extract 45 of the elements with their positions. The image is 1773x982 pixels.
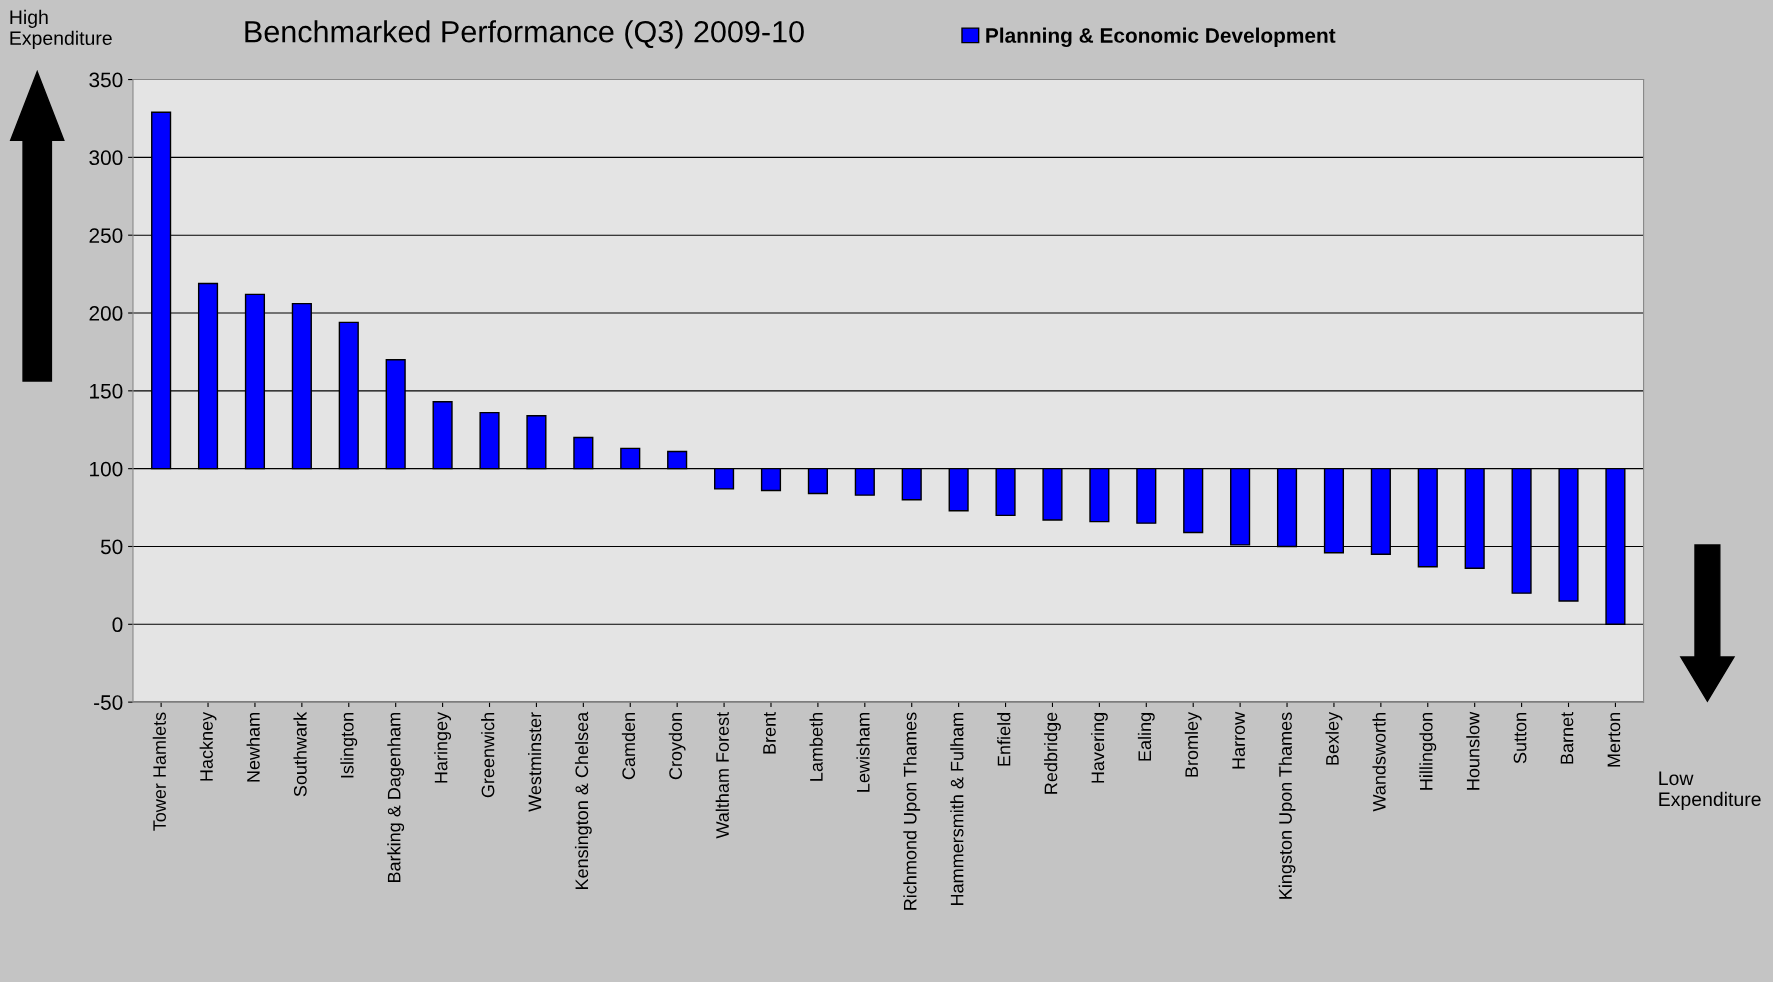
x-tick-label: Barking & Dagenham [387,713,405,882]
legend-label: Planning & Economic Development [986,27,1336,48]
x-tick-label: Croydon [668,713,686,780]
x-tick-label: Kingston Upon Thames [1278,712,1296,899]
x-tick-label: Greenwich [481,713,495,798]
chart-title: Benchmarked Performance (Q3) 2009-10 [245,20,804,49]
x-tick-label: Camden [621,713,636,780]
y-tick-label: 100 [90,461,123,477]
x-tick-label: Wandsworth [1372,713,1386,812]
x-tick-label: Lewisham [856,713,870,792]
x-tick-label: Westminster [528,712,542,812]
y-tick-label: 250 [89,228,123,243]
x-tick-label: Enfield [997,713,1011,766]
x-tick-label: Bexley [1325,711,1343,765]
x-tick-label: Barnet [1560,711,1574,764]
text: High Expenditure [10,9,112,49]
y-tick-label: 350 [89,72,123,88]
x-tick-label: Bromley [1184,711,1202,777]
x-tick-label: Hammersmith & Fulham [950,713,964,905]
x-tick-label: Islington [340,713,358,778]
text: Low Expenditure [1659,771,1761,810]
x-tick-label: Newham [246,713,260,782]
x-tick-label: Havering [1090,713,1108,783]
x-tick-label: Lambeth [809,713,823,781]
x-tick-label: Merton [1607,713,1621,767]
x-tick-label: Sutton [1513,713,1527,764]
y-tick-label: -50 [94,695,123,710]
y-tick-label: 200 [89,306,123,321]
y-tick-label: 300 [89,150,123,166]
x-tick-label: Richmond Upon Thames [903,712,921,910]
x-tick-label: Haringey [434,711,452,783]
x-tick-label: Hillingdon [1419,713,1437,790]
x-tick-label: Redbridge [1044,712,1061,794]
y-tick-label: 150 [90,383,123,399]
x-tick-label: Tower Hamlets [152,712,166,831]
x-tick-label: Southwark [293,711,307,797]
x-tick-label: Hounslow [1466,711,1480,790]
x-tick-label: Harrow [1232,711,1245,769]
y-tick-label: 0 [112,617,123,633]
x-tick-label: Waltham Forest [715,711,729,839]
x-tick-label: Hackney [199,711,217,781]
x-tick-label: Kensington & Chelsea [574,711,592,890]
x-tick-label: Ealing [1137,713,1155,761]
x-tick-label: Brent [763,711,776,754]
y-tick-label: 50 [100,539,123,555]
